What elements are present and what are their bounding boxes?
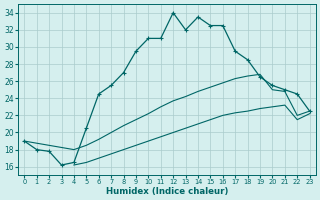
X-axis label: Humidex (Indice chaleur): Humidex (Indice chaleur) [106, 187, 228, 196]
